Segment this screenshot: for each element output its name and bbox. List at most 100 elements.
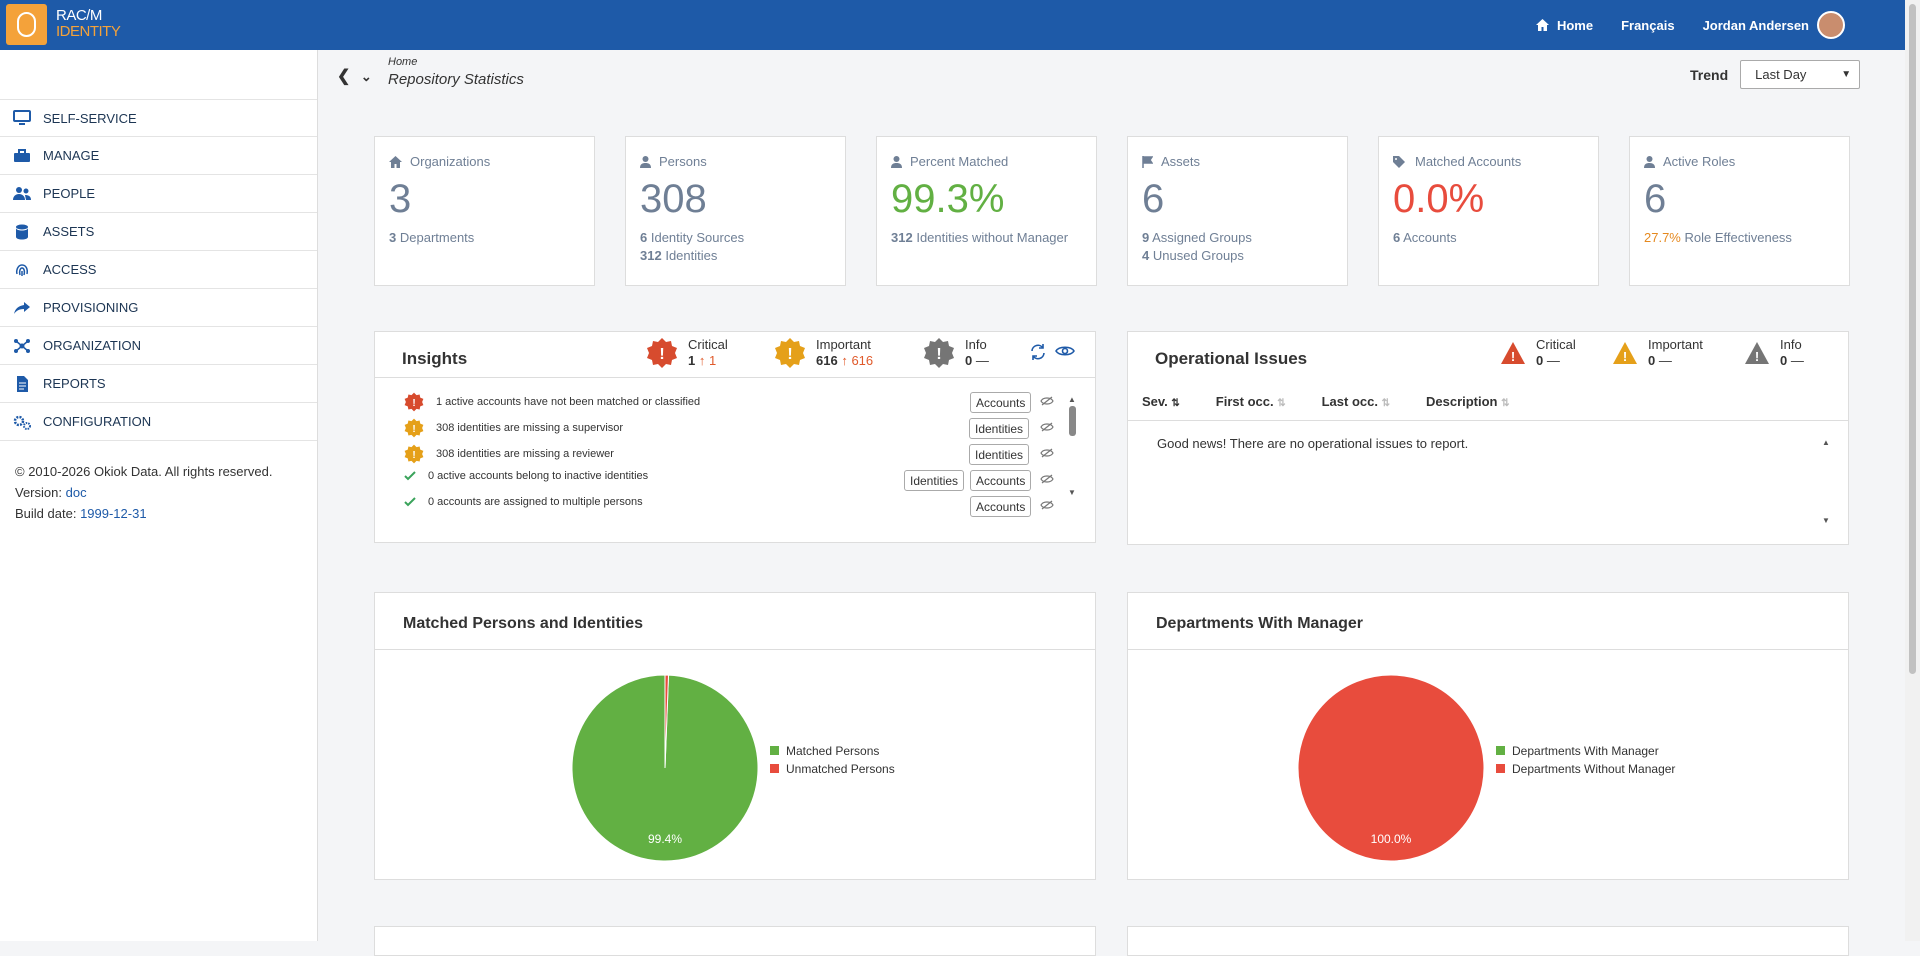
accounts-button[interactable]: Accounts	[970, 392, 1032, 413]
scrollbar-thumb[interactable]	[1909, 4, 1916, 674]
insights-critical[interactable]: ! Critical 1 ↑ 1	[646, 337, 728, 369]
column-header-description[interactable]: Description ⇅	[1426, 394, 1510, 409]
insights-title: Insights	[402, 349, 468, 368]
legend-swatch	[1496, 764, 1505, 773]
stat-card-percent-matched[interactable]: Percent Matched 99.3% 312 Identities wit…	[876, 136, 1097, 286]
chevron-down-icon: ▼	[1841, 69, 1852, 80]
list-item: 0 active accounts belong to inactive ide…	[404, 470, 648, 482]
card-title: Active Roles	[1663, 154, 1736, 169]
sidebar-item-assets[interactable]: ASSETS	[0, 213, 317, 251]
sidebar-item-configuration[interactable]: CONFIGURATION	[0, 403, 317, 441]
stat-card-persons[interactable]: Persons 308 6 Identity Sources 312 Identi…	[625, 136, 846, 286]
trend-label: Trend	[1690, 66, 1729, 83]
legend-label: Matched Persons	[786, 744, 880, 758]
trend-select[interactable]: Last Day ▼	[1740, 60, 1861, 89]
sidebar-item-organization[interactable]: ORGANIZATION	[0, 327, 317, 365]
pie-slice-departments-without-manager[interactable]	[1297, 674, 1485, 862]
breadcrumb-home-link[interactable]: Home	[388, 56, 418, 68]
version-label: Version:	[15, 485, 62, 500]
critical-count: 1	[688, 353, 696, 368]
logo-line1: RAC/M	[56, 7, 102, 24]
no-issues-message: Good news! There are no operational issu…	[1157, 436, 1469, 451]
build-date-link[interactable]: 1999-12-31	[80, 506, 147, 521]
sort-icon: ⇅	[1277, 398, 1286, 409]
operational-important[interactable]: ! Important 0 —	[1612, 337, 1703, 369]
sidebar-item-manage[interactable]: MANAGE	[0, 137, 317, 175]
card-sub-number: 312	[640, 248, 662, 263]
fingerprint-logo-icon[interactable]	[6, 4, 47, 45]
sidebar-item-reports[interactable]: REPORTS	[0, 365, 317, 403]
pie-chart-matched: 99.4%	[571, 674, 759, 862]
list-item: ! 308 identities are missing a superviso…	[404, 418, 623, 438]
card-sub-text: Departments	[399, 230, 475, 245]
chart-panel-partial	[1127, 926, 1849, 956]
critical-count: 0	[1536, 353, 1544, 368]
hide-eye-icon[interactable]	[1040, 396, 1054, 406]
version-link[interactable]: doc	[65, 485, 87, 500]
stat-card-active-roles[interactable]: Active Roles 6 27.7% Role Effectiveness	[1629, 136, 1850, 286]
legend-label: Departments Without Manager	[1512, 762, 1676, 776]
operational-info[interactable]: ! Info 0 —	[1744, 337, 1804, 369]
hide-eye-icon[interactable]	[1040, 500, 1054, 510]
language-label: Français	[1621, 17, 1675, 33]
identities-button[interactable]: Identities	[904, 470, 965, 491]
stat-card-assets[interactable]: Assets 6 9 Assigned Groups 4 Unused Group…	[1127, 136, 1348, 286]
chevron-down-icon[interactable]: ⌄	[360, 69, 372, 84]
card-sub-number: 312	[891, 230, 913, 245]
sidebar-item-self-service[interactable]: SELF-SERVICE	[0, 99, 317, 137]
important-count: 0	[1648, 353, 1656, 368]
list-item: ! 308 identities are missing a reviewer	[404, 444, 614, 464]
language-link[interactable]: Français	[1621, 18, 1674, 33]
insights-scrollbar[interactable]: ▲ ▼	[1067, 395, 1077, 513]
scroll-down-icon[interactable]: ▼	[1822, 516, 1830, 525]
legend-item[interactable]: Departments Without Manager	[1496, 760, 1675, 778]
scroll-down-icon[interactable]: ▼	[1068, 488, 1076, 497]
operational-critical[interactable]: ! Critical 0 —	[1500, 337, 1576, 369]
legend-item[interactable]: Matched Persons	[770, 742, 895, 760]
legend-item[interactable]: Unmatched Persons	[770, 760, 895, 778]
column-header-first-occ[interactable]: First occ. ⇅	[1216, 394, 1286, 409]
back-arrow-icon[interactable]: ❮	[337, 68, 351, 85]
hide-eye-icon[interactable]	[1040, 422, 1054, 432]
insight-text: 0 accounts are assigned to multiple pers…	[428, 496, 643, 508]
home-link[interactable]: Home	[1535, 18, 1593, 33]
page-scrollbar[interactable]	[1905, 0, 1920, 941]
sidebar-item-provisioning[interactable]: PROVISIONING	[0, 289, 317, 327]
accounts-button[interactable]: Accounts	[970, 496, 1032, 517]
user-menu[interactable]: Jordan Andersen	[1703, 18, 1809, 33]
sidebar-item-people[interactable]: PEOPLE	[0, 175, 317, 213]
identities-button[interactable]: Identities	[969, 444, 1030, 465]
eye-icon[interactable]	[1055, 344, 1075, 358]
operational-issues-panel: Operational Issues	[1127, 331, 1849, 545]
scrollbar-thumb[interactable]	[1068, 406, 1076, 436]
insights-info[interactable]: ! Info 0 —	[923, 337, 989, 369]
scroll-up-icon[interactable]: ▲	[1822, 438, 1830, 447]
legend-item[interactable]: Departments With Manager	[1496, 742, 1675, 760]
stat-card-matched-accounts[interactable]: Matched Accounts 0.0% 6 Accounts	[1378, 136, 1599, 286]
pie-data-label: 99.4%	[648, 832, 682, 846]
sidebar-item-access[interactable]: ACCESS	[0, 251, 317, 289]
avatar[interactable]	[1817, 11, 1845, 39]
column-header-sev[interactable]: Sev. ⇅	[1142, 394, 1180, 409]
app-logo-text[interactable]: RAC/M IDENTITY	[56, 7, 121, 40]
scroll-up-icon[interactable]: ▲	[1068, 395, 1076, 404]
insights-important[interactable]: ! Important 616 ↑ 616	[774, 337, 873, 369]
accounts-button[interactable]: Accounts	[970, 470, 1032, 491]
insight-text: 308 identities are missing a reviewer	[436, 448, 614, 460]
critical-label: Critical	[1536, 337, 1576, 352]
info-badge-icon: !	[924, 338, 954, 368]
column-header-last-occ[interactable]: Last occ. ⇅	[1322, 394, 1390, 409]
stat-card-organizations[interactable]: Organizations 3 3 Departments	[374, 136, 595, 286]
card-value: 6	[1142, 177, 1165, 221]
identities-button[interactable]: Identities	[969, 418, 1030, 439]
operational-title: Operational Issues	[1155, 349, 1308, 368]
legend-departments: Departments With Manager Departments Wit…	[1496, 742, 1675, 778]
hide-eye-icon[interactable]	[1040, 474, 1054, 484]
card-sub-number: 3	[389, 230, 397, 245]
pie-slice-unmatched-persons[interactable]	[664, 674, 670, 769]
column-label: First occ.	[1215, 394, 1274, 409]
refresh-icon[interactable]	[1029, 343, 1047, 361]
hide-eye-icon[interactable]	[1040, 448, 1054, 458]
sort-icon: ⇅	[1381, 398, 1390, 409]
critical-badge-icon: !	[647, 338, 677, 368]
